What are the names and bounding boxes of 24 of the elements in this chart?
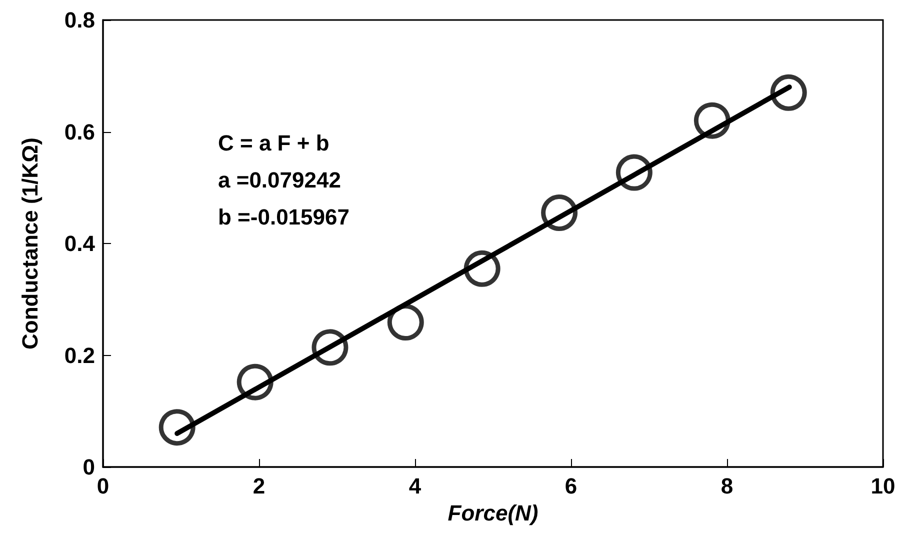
x-tick-label: 4 <box>408 474 422 498</box>
annotation: a =0.079242 <box>218 168 341 192</box>
x-tick-label: 10 <box>870 474 896 498</box>
y-tick-label: 0.8 <box>64 8 95 32</box>
x-tick-label: 8 <box>720 474 734 498</box>
annotation: b =-0.015967 <box>218 204 350 230</box>
x-tick-label: 6 <box>564 474 578 498</box>
point <box>616 154 652 191</box>
point <box>158 409 196 446</box>
point <box>236 364 274 400</box>
point <box>541 194 578 232</box>
x-axis-title: Force(N) <box>448 500 538 526</box>
y-tick-label: 0.2 <box>64 342 95 368</box>
point <box>694 102 730 139</box>
x-tick-label: 2 <box>252 474 266 498</box>
point <box>312 329 348 366</box>
annotation: C = a F + b <box>218 130 330 156</box>
y-tick-label: 0.4 <box>64 231 96 256</box>
y-tick-label: 0 <box>82 454 95 480</box>
point <box>464 250 500 287</box>
point <box>387 304 424 341</box>
point <box>770 74 807 111</box>
y-tick-label: 0.6 <box>64 119 95 144</box>
y-axis-title: Conductance (1/KΩ) <box>18 138 42 350</box>
